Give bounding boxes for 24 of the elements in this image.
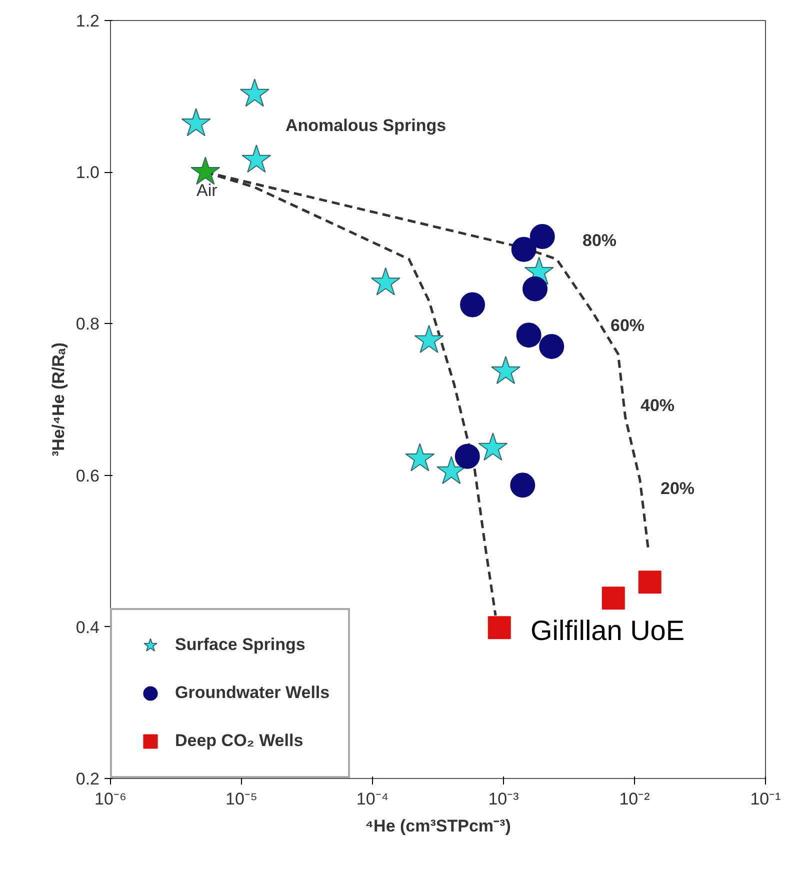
annotation: Air: [196, 181, 218, 200]
legend-label: Deep CO₂ Wells: [175, 731, 304, 751]
y-tick-label: 1.2: [76, 12, 100, 30]
x-axis-title: ⁴He (cm³STPcm⁻³): [365, 816, 511, 836]
annotation: 20%: [660, 479, 695, 498]
y-tick-label: 0.4: [76, 618, 100, 637]
y-tick-label: 0.6: [76, 466, 100, 486]
y-tick-label: 1.0: [76, 163, 100, 182]
y-axis-title: ³He/⁴He (R/Rₐ): [48, 342, 68, 456]
annotation: 60%: [610, 316, 645, 335]
x-tick-label: 10⁻¹: [750, 790, 782, 808]
y-tick-label: 0.8: [76, 314, 100, 334]
legend-label: Surface Springs: [175, 635, 306, 655]
annotation: Gilfillan UoE: [530, 615, 685, 646]
annotation: 80%: [582, 231, 617, 250]
legend-label: Groundwater Wells: [175, 683, 330, 703]
x-tick-label: 10⁻⁶: [94, 790, 126, 808]
x-tick-label: 10⁻⁴: [356, 790, 389, 808]
y-tick-label: 0.2: [76, 770, 100, 788]
annotation: 40%: [640, 396, 675, 415]
annotation: Anomalous Springs: [286, 116, 446, 135]
x-tick-label: 10⁻³: [488, 790, 520, 808]
x-tick-label: 10⁻²: [619, 790, 650, 808]
x-tick-label: 10⁻⁵: [226, 790, 258, 808]
